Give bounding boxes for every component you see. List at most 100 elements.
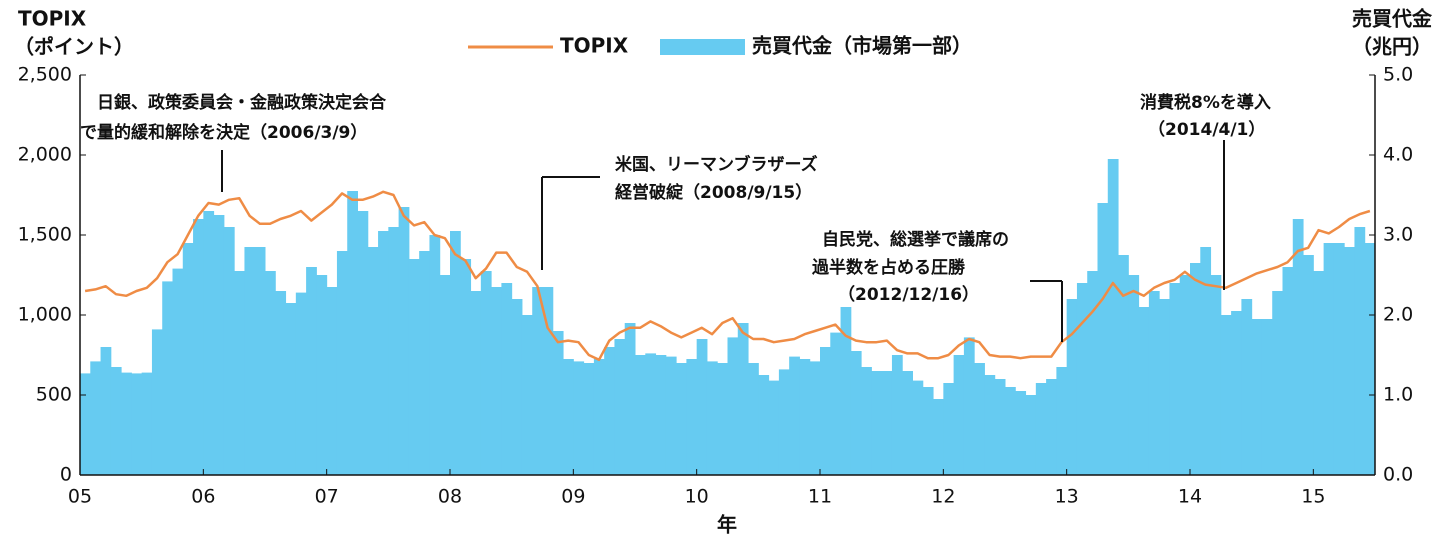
bar (408, 259, 420, 475)
y-tick-label: 2,500 (18, 64, 72, 86)
bar (367, 247, 379, 475)
x-tick-label: 06 (191, 486, 215, 508)
bar (748, 363, 759, 475)
bar (1241, 299, 1253, 475)
bar (203, 211, 215, 475)
bar (388, 227, 400, 475)
bar (799, 359, 811, 475)
bar (532, 287, 543, 475)
bar (624, 323, 636, 475)
bar (994, 379, 1006, 475)
y-tick-label: 1,000 (18, 304, 72, 326)
bar (419, 251, 430, 475)
x-tick-label: 13 (1055, 486, 1079, 508)
bar (1087, 271, 1098, 475)
bar (511, 299, 523, 475)
x-tick-label: 05 (68, 486, 92, 508)
bar (1015, 391, 1027, 475)
bar (491, 287, 502, 475)
legend-swatch (660, 39, 745, 55)
x-tick-label: 12 (931, 486, 955, 508)
bar (583, 363, 595, 475)
bar (861, 367, 872, 475)
bar (871, 371, 883, 475)
bar (1118, 255, 1129, 475)
annotation: で量的緩和解除を決定（2006/3/9） (80, 122, 367, 143)
bar (1220, 315, 1232, 475)
bar (891, 355, 903, 475)
bar (357, 211, 369, 475)
bar (1364, 243, 1376, 475)
bar (254, 247, 266, 475)
bar (963, 337, 975, 475)
bar (1261, 319, 1273, 475)
bar (182, 243, 194, 475)
y2-tick-label: 3.0 (1383, 224, 1413, 246)
bar (347, 191, 358, 475)
x-tick-label: 10 (685, 486, 709, 508)
bar (1056, 367, 1068, 475)
bar (244, 247, 256, 475)
bar (1313, 271, 1325, 475)
annotation: 過半数を占める圧勝 (812, 257, 966, 278)
bar (326, 287, 338, 475)
bar (234, 271, 245, 475)
bar (1148, 291, 1160, 475)
y-tick-label: 0 (60, 464, 72, 486)
y-tick-label: 500 (36, 384, 72, 406)
bar (635, 355, 646, 475)
bar (1138, 307, 1150, 475)
bar (450, 231, 461, 475)
bar (614, 339, 626, 475)
annotation: （2012/12/16） (838, 284, 979, 305)
bar (1025, 395, 1037, 475)
bar (193, 219, 204, 475)
bar (573, 361, 585, 475)
bar (686, 359, 698, 475)
bar (80, 373, 91, 475)
bar (100, 347, 112, 475)
y-tick-label: 1,500 (18, 224, 72, 246)
bar (727, 337, 739, 475)
bar (604, 347, 615, 475)
bar (398, 207, 410, 475)
annotation: 消費税8%を導入 (1140, 92, 1271, 113)
bar (840, 307, 852, 475)
bar (717, 363, 728, 475)
bar (789, 356, 800, 475)
annotation: （2014/4/1） (1148, 119, 1265, 140)
bar (1344, 247, 1355, 475)
bar (881, 371, 893, 475)
bar (151, 329, 163, 475)
bar (758, 375, 770, 475)
bar (984, 375, 996, 475)
y2-axis-title: 売買代金 (1352, 7, 1433, 31)
bar (552, 331, 564, 475)
bar (974, 363, 985, 475)
bar (1303, 255, 1314, 475)
bar (480, 271, 492, 475)
bar (1097, 203, 1109, 475)
bar (1292, 219, 1304, 475)
bar (141, 372, 153, 475)
bar (563, 359, 574, 475)
bar (1128, 275, 1140, 475)
bar (1076, 283, 1088, 475)
bar (460, 259, 472, 475)
bar (1333, 243, 1345, 475)
bar (676, 363, 687, 475)
annotation: 経営破綻（2008/9/15） (615, 182, 812, 203)
x-tick-label: 08 (438, 486, 462, 508)
annotation: 米国、リーマンブラザーズ (615, 154, 818, 175)
y-axis-title: （ポイント） (14, 35, 134, 59)
bar (902, 371, 913, 475)
bar (922, 387, 934, 475)
bar (172, 268, 184, 475)
bar (850, 351, 862, 475)
annotation: 日銀、政策委員会・金融政策決定会合 (97, 92, 387, 113)
bar (336, 251, 348, 475)
x-axis-title: 年 (717, 513, 737, 537)
bar (778, 369, 790, 475)
bar (521, 315, 533, 475)
